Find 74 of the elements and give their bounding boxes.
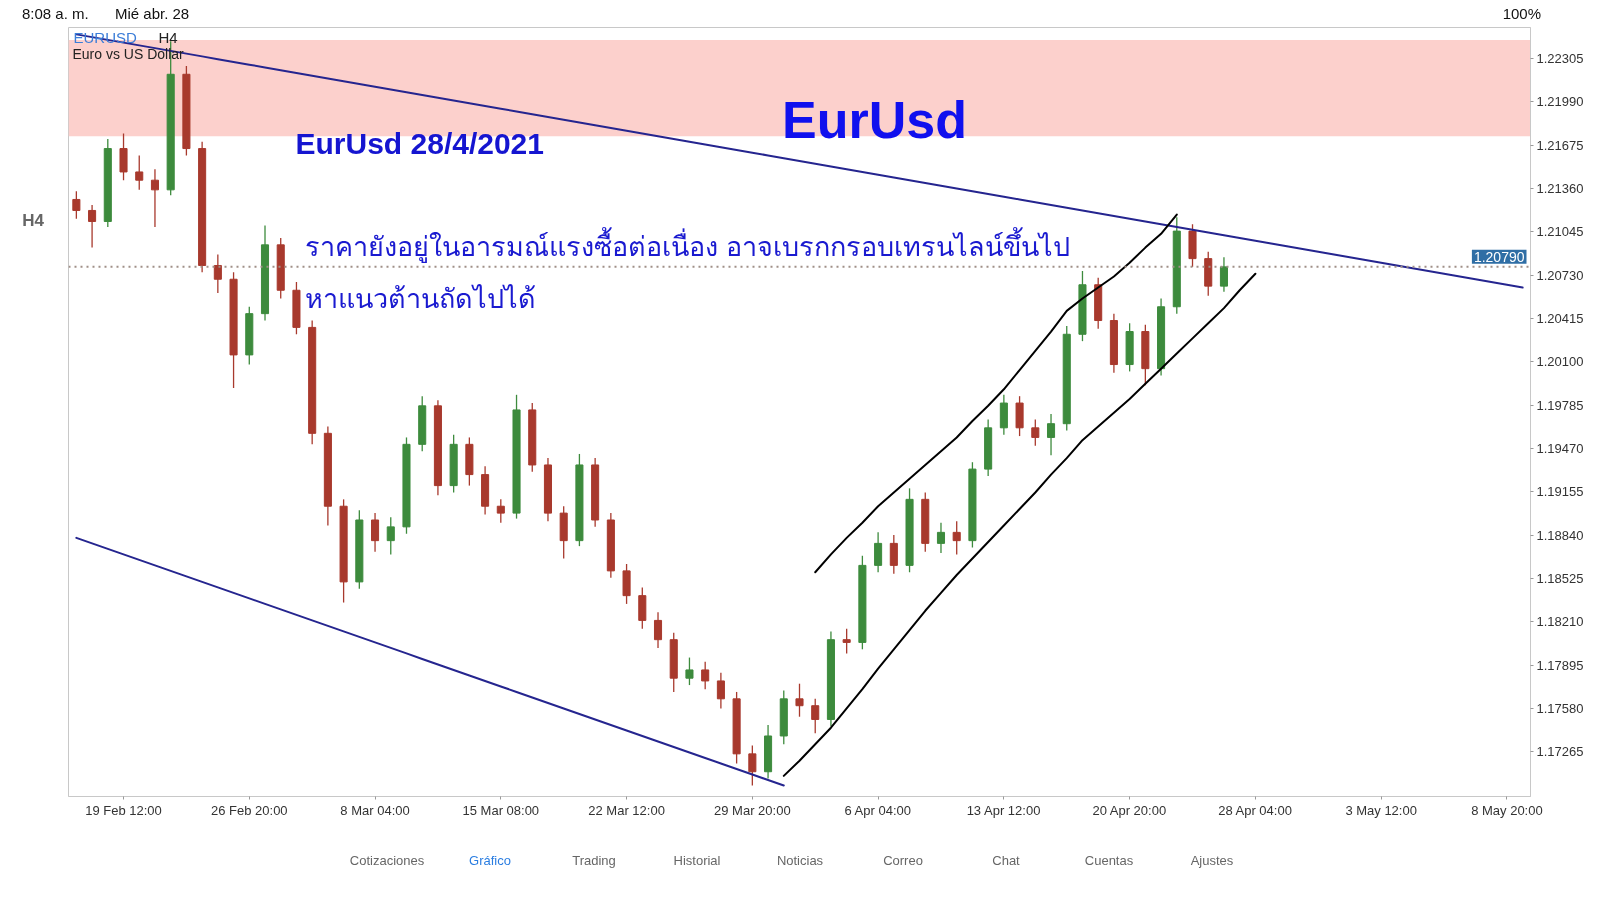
line-series [75,536,785,787]
x-tick-label: 3 May 12:00 [1345,802,1417,818]
annotation: EurUsd [782,90,967,149]
x-tick-label: 28 Apr 04:00 [1218,802,1292,818]
candlestick [795,683,804,718]
y-tick-label: 1.19155 [1536,484,1584,500]
x-tick-label: 26 Feb 20:00 [210,802,288,818]
annotation: H4 [158,29,178,46]
candlestick [889,534,898,575]
ref-line-label: 1.20790 [1473,248,1525,265]
candlestick [653,611,663,649]
text: H4 [21,209,45,232]
text: Cuentas [1083,852,1135,870]
candlestick [119,132,128,181]
text: Ajustes [1189,852,1235,870]
x-tick-label: 8 Mar 04:00 [340,802,410,818]
x-tick-label: 20 Apr 20:00 [1092,802,1167,818]
y-tick-label: 1.17265 [1536,744,1584,760]
y-tick-label: 1.19470 [1536,440,1584,456]
annotation: ราคายังอยู่ในอารมณ์แรงซื้อต่อเนื่อง อาจเบรกกรอบเทรนไลน์ขึ้นไป [304,227,1071,263]
y-tick-label: 1.21675 [1536,137,1584,153]
text: Mié abr. 28 [115,3,190,24]
x-tick-label: 6 Apr 04:00 [844,802,911,818]
text: Chat [991,852,1021,870]
candlestick [371,512,380,553]
text: Cotizaciones [348,852,426,870]
x-tick-label: 22 Mar 12:00 [588,802,665,818]
annotation: หาแนวต้านถัดไปได้ [304,283,536,314]
y-tick-label: 1.18840 [1536,527,1584,543]
candlestick [716,672,725,710]
text: Noticias [775,852,825,870]
candlestick [150,168,159,228]
candlestick [842,628,851,655]
candlestick [496,498,505,524]
candlestick [135,154,144,191]
candlestick [1031,418,1040,447]
candlestick [701,661,710,690]
text: Historial [672,852,722,870]
x-tick-label: 8 May 20:00 [1471,802,1543,818]
y-tick-label: 1.21045 [1536,224,1584,240]
y-tick-label: 1.20100 [1536,354,1584,370]
candlestick [386,516,395,556]
x-tick-label: 15 Mar 08:00 [462,802,540,818]
text: Gráfico [468,852,512,870]
y-tick-label: 1.17580 [1536,700,1584,716]
y-tick-label: 1.21990 [1536,94,1584,110]
candlestick [1046,413,1056,456]
text: 8:08 a. m. [22,3,89,24]
candlestick [811,698,820,734]
y-tick-label: 1.17895 [1536,657,1584,673]
x-tick-label: 13 Apr 12:00 [966,802,1041,818]
y-tick-label: 1.22305 [1536,50,1584,66]
candlestick [88,204,97,249]
y-tick-label: 1.20415 [1536,310,1584,326]
y-tick-label: 1.20730 [1536,267,1584,283]
candlestick [874,531,883,573]
candlestick [748,744,757,787]
candlestick [1219,256,1228,293]
candlestick [72,190,81,220]
line-series [782,272,1257,777]
text: Trading [571,852,617,870]
y-tick-label: 1.18525 [1536,570,1584,586]
text: 100% [1502,3,1541,24]
y-tick-label: 1.18210 [1536,614,1584,630]
candlestick [936,522,946,554]
x-tick-label: 29 Mar 20:00 [714,802,791,818]
annotation: EurUsd 28/4/2021 [295,127,544,160]
x-tick-label: 19 Feb 12:00 [85,802,162,818]
candlestick [952,520,961,556]
y-tick-label: 1.19785 [1536,397,1584,413]
candlestick [685,656,694,686]
y-tick-label: 1.21360 [1536,180,1584,196]
text: Correo [882,852,924,870]
candlestick [213,253,222,294]
